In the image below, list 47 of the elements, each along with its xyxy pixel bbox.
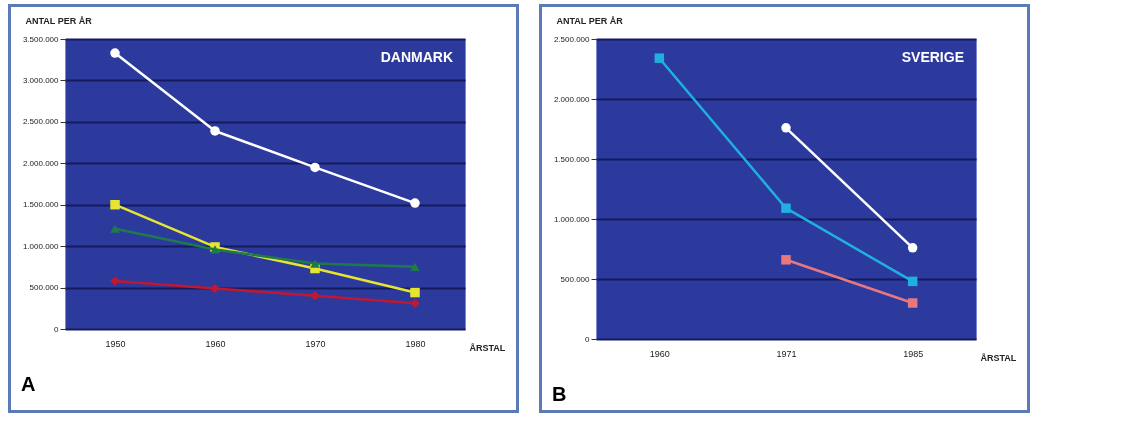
y-tick-label: 500.000 — [29, 283, 60, 293]
x-tick-label: 1985 — [903, 348, 924, 359]
y-tick-label: 2.000.000 — [553, 94, 591, 104]
point — [210, 126, 220, 136]
point — [110, 199, 120, 210]
point — [781, 123, 791, 133]
y-tick-label: 3.000.000 — [22, 75, 60, 85]
point — [907, 276, 918, 287]
point — [907, 298, 918, 308]
x-tick-label: 1950 — [105, 338, 126, 349]
point — [110, 48, 120, 58]
point — [781, 203, 791, 213]
y-tick-label: 1.000.000 — [22, 241, 60, 251]
y-tick-label: 1.500.000 — [553, 154, 591, 164]
point — [310, 259, 320, 268]
y-tick-label: 2.500.000 — [22, 117, 60, 127]
y-tick-label: 1.000.000 — [553, 214, 591, 224]
y-tick-label: 0 — [54, 324, 60, 334]
point — [410, 298, 420, 309]
text: A — [21, 373, 37, 396]
x-tick-label: 1960 — [649, 348, 670, 359]
x-tick-label: 1970 — [305, 338, 326, 349]
point — [907, 243, 918, 253]
x-tick-label: 1980 — [405, 338, 426, 349]
text: SVERIGE — [901, 49, 964, 65]
point — [410, 198, 420, 208]
y-tick-label: 2.000.000 — [22, 158, 60, 168]
point — [110, 224, 120, 233]
text: B — [552, 383, 568, 406]
y-tick-label: 500.000 — [560, 274, 591, 284]
y-tick-label: 2.500.000 — [553, 34, 591, 44]
text: DANMARK — [380, 49, 453, 65]
y-tick-label: 3.500.000 — [22, 34, 60, 44]
point — [410, 287, 420, 298]
x-tick-label: 1971 — [776, 348, 797, 359]
y-tick-label: 1.500.000 — [22, 200, 60, 210]
point — [410, 262, 420, 271]
y-axis-title: ANTAL PER ÅR — [25, 15, 93, 26]
x-axis-title: ÅRSTAL — [980, 352, 1017, 363]
y-axis-title: ANTAL PER ÅR — [556, 15, 624, 26]
point — [310, 162, 320, 173]
y-tick-label: 0 — [585, 334, 591, 344]
point — [654, 53, 665, 63]
x-tick-label: 1960 — [205, 338, 226, 349]
x-axis-title: ÅRSTAL — [469, 342, 506, 353]
point — [210, 283, 220, 294]
point — [781, 255, 791, 265]
